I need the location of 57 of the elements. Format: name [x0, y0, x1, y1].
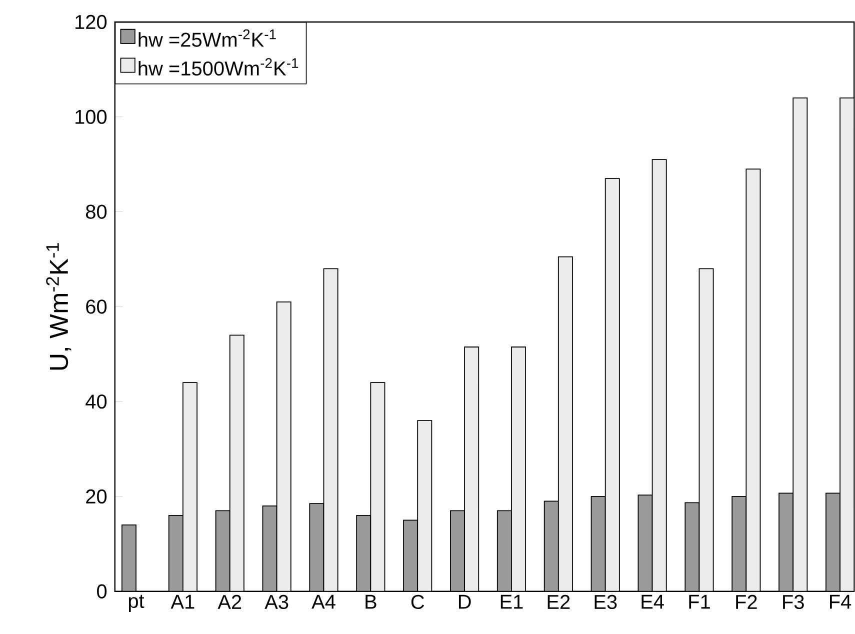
y-tick-label: 120 — [76, 14, 107, 29]
y-tick-label: 80 — [86, 204, 107, 219]
bar — [778, 492, 794, 592]
bar — [590, 496, 606, 592]
y-tick-label: 0 — [97, 584, 107, 598]
bar — [544, 500, 559, 592]
bar — [229, 334, 244, 592]
x-tick-label: E4 — [642, 594, 664, 608]
x-tick-label: A2 — [218, 594, 242, 609]
legend-label: hw =25Wm$^{-2}$K$^{-1}$ — [138, 29, 276, 47]
bar — [511, 346, 526, 592]
x-tick-label: F2 — [736, 594, 757, 609]
bar — [450, 510, 465, 592]
bar — [356, 515, 371, 592]
bar — [464, 346, 480, 592]
y-tick-label: 40 — [86, 394, 107, 408]
x-tick-label: A4 — [312, 594, 336, 608]
bar — [168, 514, 184, 592]
y-tick-label: 100 — [76, 110, 107, 124]
x-tick-label: C — [411, 594, 424, 609]
bar — [403, 520, 418, 592]
bar — [323, 268, 338, 592]
bar — [638, 494, 653, 592]
y-axis-title: U, Wm$^{-2}$K$^{-1}$ — [46, 242, 72, 370]
x-tick-label: A3 — [264, 594, 288, 609]
bar — [370, 382, 385, 592]
bar — [792, 97, 808, 592]
x-tick-label: B — [366, 594, 376, 608]
x-tick-label: F4 — [830, 594, 852, 608]
bar — [604, 178, 620, 592]
y-tick-label: 60 — [86, 299, 107, 314]
x-tick-label: F3 — [783, 594, 804, 609]
x-tick-label: E1 — [500, 594, 523, 608]
bar — [684, 502, 700, 592]
bar — [262, 505, 278, 592]
bar — [825, 492, 840, 592]
x-tick-label: D — [458, 594, 471, 608]
bar — [732, 496, 747, 592]
legend-label: hw =1500Wm$^{-2}$K$^{-1}$ — [138, 58, 298, 76]
y-tick-label: 20 — [86, 489, 107, 504]
x-tick-label: pt — [128, 594, 144, 612]
bar — [417, 420, 432, 592]
bar — [121, 524, 136, 592]
bar — [652, 158, 667, 592]
bar — [698, 268, 714, 592]
x-tick-label: E2 — [548, 594, 570, 609]
bar — [496, 510, 512, 592]
x-tick-label: A1 — [170, 594, 194, 608]
bar — [215, 510, 230, 592]
bar — [840, 97, 854, 592]
bar — [558, 256, 573, 592]
x-tick-label: E3 — [594, 594, 617, 609]
bar — [182, 382, 198, 592]
x-tick-label: F1 — [689, 594, 710, 608]
bar — [746, 168, 761, 592]
bar — [309, 502, 324, 592]
bar — [276, 301, 292, 592]
